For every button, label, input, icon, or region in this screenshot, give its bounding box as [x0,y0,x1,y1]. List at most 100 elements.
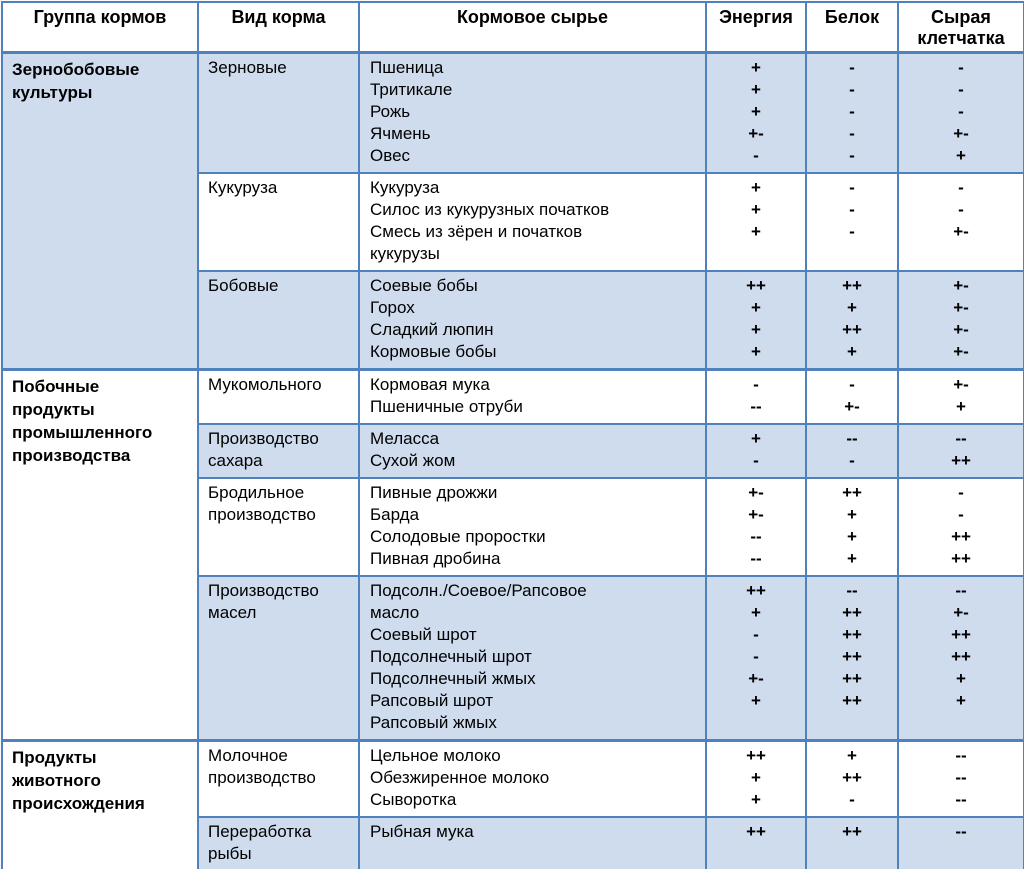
protein-line: ++ [842,320,862,339]
fiber-line: -- [955,790,967,809]
feed-type-name: Кукуруза [197,172,360,272]
header-energy: Энергия [705,1,807,54]
energy-column-cell: - -- [705,368,807,425]
energy-column-cell: +- +- -- -- [705,477,807,577]
feed-type-name: Бобовые [197,270,360,371]
feed-table-header: Группа кормов Вид корма Кормовое сырье Э… [1,1,1024,54]
material-line: Сыворотка [370,790,457,809]
energy-line: + [751,429,761,448]
energy-line: + [751,790,761,809]
fiber-line: +- [953,320,969,339]
protein-line: ++ [842,647,862,666]
material-line: Кормовая мука [370,375,490,394]
protein-line: - [849,102,855,121]
fiber-line: + [956,691,966,710]
protein-line: ++ [842,625,862,644]
material-line: Сладкий люпин [370,320,494,339]
fiber-line: +- [953,375,969,394]
fiber-line: ++ [951,527,971,546]
energy-line: + [751,80,761,99]
fiber-line: ++ [951,625,971,644]
energy-line: + [751,102,761,121]
material-line: Подсолн./Соевое/Рапсовое [370,581,587,600]
energy-line: - [753,625,759,644]
energy-line: + [751,58,761,77]
material-column-cell: Соевые бобы Горох Сладкий люпин Кормовые бо… [358,270,707,371]
protein-line: + [847,505,857,524]
energy-column-cell: ++ + - - +- + [705,575,807,742]
feed-type-name: Переработка рыбы [197,816,360,869]
energy-line [709,712,803,734]
material-line: Рожь [370,102,411,121]
material-line: Кукуруза [370,178,440,197]
protein-line: - [849,146,855,165]
protein-line: ++ [842,691,862,710]
fiber-line: - [958,80,964,99]
energy-line: + [751,691,761,710]
fiber-column-cell: -- ++ [897,423,1024,479]
energy-line: + [751,200,761,219]
energy-line: + [751,222,761,241]
fiber-column-cell: -- [897,816,1024,869]
fiber-line [901,712,1021,734]
energy-line: - [753,647,759,666]
fiber-column-cell: - - - +- + [897,51,1024,174]
fiber-line: - [958,178,964,197]
material-line: Рыбная мука [370,822,474,841]
protein-column-cell: - +- [805,368,899,425]
feed-type-name: Мукомольного [197,368,360,425]
material-column-cell: Меласса Сухой жом [358,423,707,479]
fiber-column-cell: -- -- -- [897,739,1024,818]
energy-line: - [753,451,759,470]
material-line: Меласса [370,429,440,448]
header-feed-type: Вид корма [197,1,360,54]
protein-line: +- [844,397,860,416]
subgroup-row: Кукуруза Кукуруза Силос из кукурузных поча… [2,172,1024,272]
energy-column-cell: ++ + + [705,739,807,818]
material-line: Обезжиренное молоко [370,768,550,787]
feed-group-name: Зернобобовые культуры [1,51,199,371]
protein-line: + [847,549,857,568]
subgroup-row: Зернобобовые культуры Зерновые Пшеница Трит… [1,51,1024,371]
protein-column-cell: ++ [805,816,899,869]
fiber-column-cell: -- +- ++ ++ + + [897,575,1024,742]
energy-line: -- [750,527,762,546]
protein-line: - [849,80,855,99]
material-line: Пивные дрожжи [370,483,498,502]
energy-line: -- [750,549,762,568]
protein-line [809,243,895,265]
material-line: Соевые бобы [370,276,478,295]
fiber-line: + [956,669,966,688]
feed-group-name: Побочные продукты промышленного производ… [1,368,199,742]
energy-line: ++ [746,822,766,841]
energy-line: + [751,603,761,622]
energy-line: +- [748,505,764,524]
energy-line: +- [748,483,764,502]
energy-line: +- [748,124,764,143]
material-line: Подсолнечный жмых [370,669,536,688]
protein-line: - [849,58,855,77]
subgroup-row: Побочные продукты промышленного производ… [1,368,1024,742]
feed-table-body: Зернобобовые культуры Зерновые Пшеница Трит… [1,51,1024,869]
material-column-cell: Пшеница Тритикале Рожь Ячмень Овес [358,51,707,174]
fiber-line: +- [953,276,969,295]
material-column-cell: Подсолн./Соевое/Рапсовое масло Соевый шрот… [358,575,707,742]
energy-column-cell: + + + [705,172,807,272]
feed-type-name: Зерновые [197,51,360,174]
subgroup-row: Производство сахара Меласса Сухой жом + - -- -… [2,423,1024,479]
fiber-column-cell: - - +- [897,172,1024,272]
energy-line: - [753,375,759,394]
protein-line: ++ [842,603,862,622]
protein-line: ++ [842,483,862,502]
fiber-line: -- [955,822,967,841]
energy-column-cell: ++ + + + [705,270,807,371]
fiber-line: -- [955,768,967,787]
fiber-column-cell: +- + [897,368,1024,425]
fiber-line: +- [953,222,969,241]
feed-type-name: Бродильное производство [197,477,360,577]
energy-line: + [751,298,761,317]
subgroup-row: Производство масел Подсолн./Соевое/Рапсов… [2,575,1024,742]
energy-line: - [753,146,759,165]
fiber-line: +- [953,603,969,622]
